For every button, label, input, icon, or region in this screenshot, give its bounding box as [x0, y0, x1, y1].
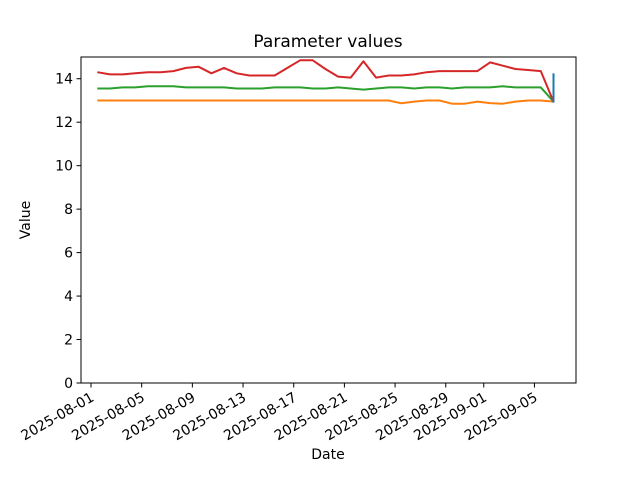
y-tick-label: 4	[64, 289, 73, 305]
series-line-series-orange	[97, 99, 554, 105]
chart-title: Parameter values	[253, 32, 402, 52]
y-tick-label: 14	[55, 72, 73, 88]
y-axis-label: Value	[18, 201, 34, 239]
series-line-series-green	[97, 85, 555, 103]
y-tick-label: 6	[64, 246, 73, 262]
y-tick-label: 10	[55, 159, 73, 175]
y-tick-label: 12	[55, 115, 73, 131]
plot-area-border	[80, 56, 577, 384]
y-tick-label: 8	[64, 202, 73, 218]
series-lines	[97, 59, 555, 105]
y-axis: 0 2 4 6 8 10 12 14	[55, 72, 81, 392]
y-tick-label: 2	[64, 333, 73, 349]
y-tick-label: 0	[64, 376, 73, 392]
series-line-series-red	[97, 59, 555, 102]
x-axis-label: Date	[311, 447, 344, 463]
